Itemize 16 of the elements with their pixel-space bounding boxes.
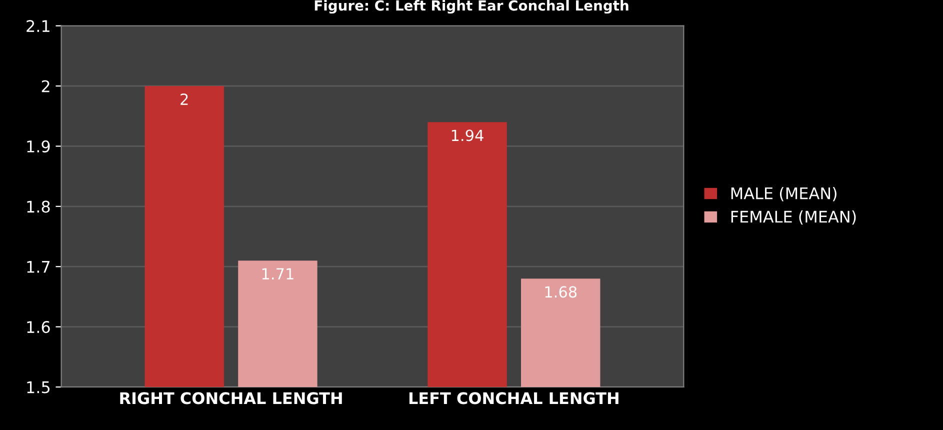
data-label: 2: [180, 93, 188, 105]
y-tick-label: 1.5: [27, 381, 50, 394]
x-tick-label: LEFT CONCHAL LENGTH: [409, 392, 618, 404]
chart-title: Figure: C: Left Right Ear Conchal Length: [314, 0, 628, 14]
legend-label: MALE (MEAN): [731, 186, 836, 202]
x-tick-label: RIGHT CONCHAL LENGTH: [120, 392, 342, 404]
y-tick-label: 2.1: [26, 20, 50, 32]
data-label: 1.71: [262, 268, 294, 280]
legend-label: FEMALE (MEAN): [731, 210, 856, 225]
y-tick-label: 2: [42, 80, 50, 92]
y-tick-label: 1.8: [27, 200, 50, 213]
y-tick-label: 1.6: [27, 321, 50, 334]
data-label: 1.94: [452, 130, 484, 142]
data-label: 1.68: [545, 286, 577, 298]
y-tick-label: 1.7: [27, 261, 50, 273]
y-tick-label: 1.9: [27, 140, 50, 152]
